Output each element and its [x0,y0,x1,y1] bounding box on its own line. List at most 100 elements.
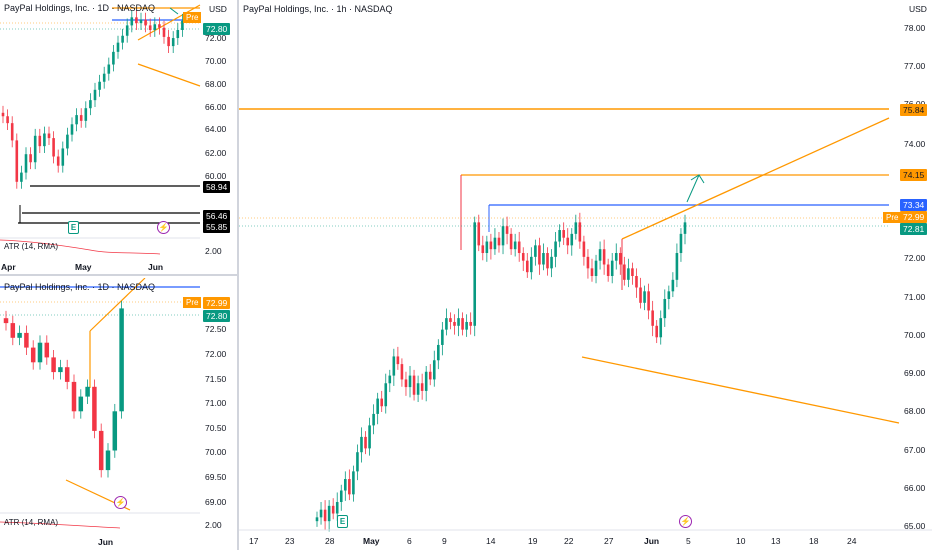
x-tick: 5 [686,536,691,546]
y-tick: 77.00 [904,61,926,71]
panel-divider-vertical[interactable] [237,0,239,550]
price-chart-main[interactable] [239,0,932,550]
y-tick: 72.50 [205,324,227,334]
daily-candle [89,100,92,109]
hourly-candle [388,375,392,384]
x-tick: Jun [98,537,114,547]
daily-candle [121,35,124,43]
current-price-tag: 72.81 [900,223,928,235]
daily-candle [51,357,56,373]
hourly-candle [364,436,367,449]
x-tick: 17 [249,536,259,546]
y-tick: 69.00 [205,497,227,507]
price-chart-bottom-left[interactable] [0,278,237,550]
atr-label: ATR (14, RMA) [4,518,59,527]
hourly-candle [554,241,557,257]
chart-title: PayPal Holdings, Inc. · 1h · NASDAQ [243,4,393,14]
hourly-candle [428,371,432,380]
daily-candle [3,318,9,324]
hourly-candle [404,379,408,388]
hourly-candle [432,360,436,380]
daily-candle [112,51,115,65]
y-tick: 66.00 [904,483,926,493]
x-tick: 9 [442,536,447,546]
daily-candle [144,19,147,26]
hourly-candle [441,329,444,345]
daily-candle [15,140,19,182]
daily-candle [112,411,118,451]
daily-candle [52,138,55,157]
daily-candle [70,124,74,135]
hourly-candle [659,318,663,338]
earnings-icon[interactable]: E [68,221,79,234]
daily-candle [29,154,32,163]
chart-panel-1h-main[interactable]: PayPal Holdings, Inc. · 1h · NASDAQ USD … [239,0,932,550]
hourly-candle [327,505,331,522]
daily-candle [33,135,37,163]
hourly-candle [348,479,351,495]
x-tick: 19 [528,536,538,546]
currency-label: USD [209,4,227,14]
price-chart-top-left[interactable] [0,0,237,272]
daily-candle [71,381,77,412]
daily-candle [1,112,5,117]
y-tick: 71.00 [205,398,227,408]
daily-candle [75,115,78,125]
y-tick: 72.00 [205,349,227,359]
hourly-candle [335,502,339,514]
hourly-candle [606,264,610,276]
hourly-candle [477,222,481,246]
hourly-candle [683,222,687,234]
hourly-candle [627,268,630,280]
hourly-candle [623,264,626,280]
dividend-icon[interactable]: ⚡ [679,515,692,528]
x-tick: 18 [809,536,819,546]
daily-candle [24,332,29,348]
y-tick: 60.00 [205,171,227,181]
chart-panel-1d-top[interactable]: PayPal Holdings, Inc. · 1D · NASDAQ USD … [0,0,237,272]
daily-candle [93,89,97,101]
daily-candle [92,386,97,431]
daily-candle [148,25,152,30]
currency-label: USD [909,4,927,14]
hourly-candle [602,249,606,265]
y-tick: 70.50 [205,423,227,433]
hourly-candle [449,318,452,322]
atr-value: 2.00 [205,246,222,256]
daily-candle [24,154,28,173]
daily-candle [85,386,90,397]
hourly-candle [501,226,505,246]
x-tick: 10 [736,536,746,546]
hourly-candle [538,245,541,265]
hourly-candle [550,256,553,269]
hourly-candle [667,291,671,299]
daily-candle [98,81,101,90]
earnings-icon[interactable]: E [337,515,348,528]
hourly-candle [614,253,618,261]
hourly-candle [679,233,683,254]
dividend-icon[interactable]: ⚡ [157,221,170,234]
x-tick: 27 [604,536,614,546]
y-tick: 72.00 [205,33,227,43]
daily-candle [44,342,50,358]
x-tick: 24 [847,536,857,546]
daily-candle [125,25,129,36]
hourly-candle [655,325,658,338]
level-tag: 58.94 [203,181,231,193]
hourly-candle [352,471,355,495]
daily-candle [58,367,63,373]
dividend-icon[interactable]: ⚡ [114,496,127,509]
hourly-candle [513,241,517,250]
chart-panel-1d-bottom[interactable]: PayPal Holdings, Inc. · 1D · NASDAQ Pre … [0,278,237,550]
y-tick: 70.00 [205,447,227,457]
daily-candle [171,38,175,47]
pre-price-tag: 72.99 [203,297,231,309]
hourly-candle [525,260,529,273]
current-price-tag: 72.80 [203,310,231,322]
daily-candle [43,133,46,147]
level-tag: 74.15 [900,169,928,181]
daily-candle [158,24,161,28]
hourly-candle [586,256,590,269]
panel-divider-horizontal[interactable] [0,274,237,276]
daily-candle [84,108,88,121]
